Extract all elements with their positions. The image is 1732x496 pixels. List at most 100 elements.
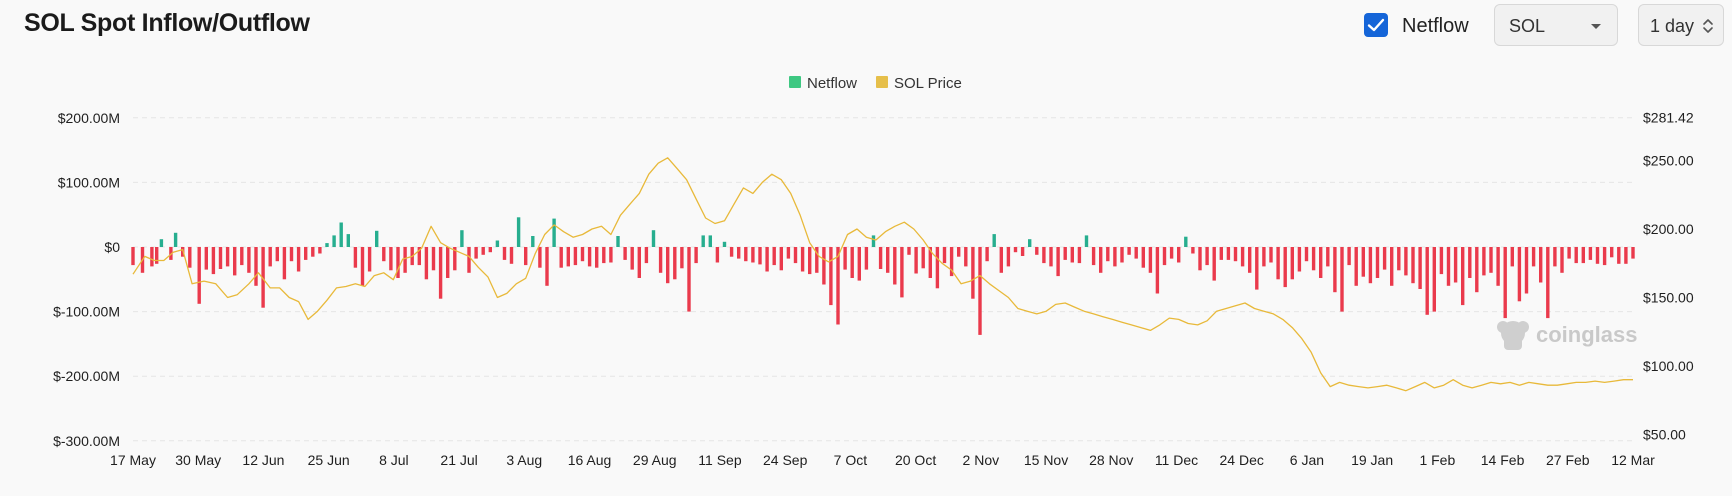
netflow-bar: [509, 247, 514, 264]
netflow-bar: [793, 247, 798, 264]
netflow-bar: [275, 247, 279, 262]
netflow-checkbox[interactable]: [1364, 13, 1388, 37]
netflow-bar: [1283, 247, 1287, 288]
checkmark-icon: [1367, 18, 1385, 32]
netflow-bar: [857, 247, 861, 281]
netflow-bar: [1446, 247, 1451, 286]
netflow-bar: [1468, 247, 1472, 278]
chart-legend: Netflow SOL Price: [789, 75, 962, 92]
netflow-bar: [886, 247, 890, 273]
netflow-bar: [715, 247, 720, 263]
netflow-bar: [942, 247, 947, 264]
netflow-bar: [1262, 247, 1266, 267]
netflow-bar: [1496, 247, 1500, 286]
netflow-bar: [516, 217, 521, 247]
netflow-bar: [1205, 247, 1209, 266]
netflow-bar: [382, 247, 386, 262]
x-tick-label: 8 Jul: [379, 452, 409, 468]
page-title: SOL Spot Inflow/Outflow: [24, 9, 310, 37]
y-right-tick-label: $50.00: [1643, 427, 1686, 443]
netflow-bar: [296, 247, 301, 272]
x-tick-label: 17 May: [110, 452, 156, 468]
netflow-bar: [694, 247, 698, 264]
netflow-bar: [1595, 247, 1600, 264]
netflow-bar: [722, 241, 727, 247]
netflow-bar: [1013, 247, 1018, 253]
x-tick-label: 16 Aug: [568, 452, 612, 468]
netflow-bar: [225, 247, 230, 267]
netflow-bar: [1226, 247, 1231, 260]
netflow-bar: [1106, 247, 1110, 262]
chevron-down-icon: [1591, 24, 1601, 29]
netflow-bar: [822, 247, 826, 285]
netflow-bar: [644, 247, 649, 264]
netflow-bar: [1439, 247, 1444, 275]
netflow-bar: [1091, 247, 1096, 266]
netflow-bar: [254, 247, 258, 286]
netflow-bar: [1276, 247, 1280, 280]
netflow-bar: [964, 247, 968, 267]
netflow-bar: [538, 247, 542, 268]
y-right-tick-label: $200.00: [1643, 221, 1694, 237]
netflow-bar: [1539, 247, 1543, 283]
netflow-bar: [446, 247, 450, 278]
netflow-bar: [502, 247, 507, 260]
netflow-bar: [1574, 247, 1578, 264]
netflow-bar: [978, 247, 982, 335]
netflow-bar: [1602, 247, 1607, 266]
netflow-bar: [786, 247, 791, 259]
netflow-bars: [131, 217, 1635, 335]
netflow-bar: [268, 247, 272, 267]
netflow-bar: [1141, 247, 1145, 268]
x-tick-label: 30 May: [175, 452, 221, 468]
x-tick-label: 15 Nov: [1024, 452, 1068, 468]
netflow-bar: [545, 247, 549, 286]
netflow-bar: [1517, 247, 1522, 302]
netflow-bar: [1269, 247, 1273, 263]
netflow-bar: [900, 247, 904, 298]
netflow-bar: [1326, 247, 1330, 267]
netflow-bar: [131, 247, 135, 266]
y-left-tick-label: $200.00M: [58, 110, 120, 126]
netflow-bar: [211, 247, 216, 275]
interval-select[interactable]: 1 day: [1638, 4, 1724, 46]
grid-lines: [133, 117, 1633, 442]
netflow-bar: [197, 247, 201, 304]
netflow-bar: [836, 247, 840, 325]
netflow-bar: [914, 247, 918, 274]
netflow-bar: [289, 247, 294, 262]
netflow-bar: [737, 247, 741, 259]
netflow-bar: [651, 230, 656, 247]
netflow-bar: [360, 247, 365, 286]
y-left-tick-label: $100.00M: [58, 174, 120, 190]
netflow-bar: [495, 240, 500, 247]
netflow-bar: [1113, 247, 1117, 267]
netflow-bar: [1248, 247, 1252, 273]
x-tick-label: 27 Feb: [1546, 452, 1590, 468]
netflow-bar: [971, 247, 975, 299]
netflow-bar: [935, 247, 940, 289]
netflow-bar: [985, 247, 989, 262]
sol-price-line: [132, 157, 1633, 392]
x-axis-ticks: 17 May 30 May 12 Jun 25 Jun 8 Jul 21 Jul 3 Aug…: [110, 452, 1655, 468]
x-tick-label: 24 Dec: [1220, 452, 1264, 468]
netflow-bar: [173, 232, 178, 247]
netflow-bar: [1042, 247, 1046, 264]
netflow-bar: [424, 247, 429, 280]
netflow-bar: [1354, 247, 1358, 286]
netflow-bar: [531, 236, 535, 247]
netflow-bar: [595, 247, 599, 268]
netflow-bar: [1212, 247, 1216, 281]
netflow-bar: [999, 247, 1003, 273]
netflow-bar: [616, 236, 620, 247]
netflow-bar: [800, 247, 805, 272]
netflow-checkbox-label[interactable]: Netflow: [1402, 15, 1469, 37]
left-axis-ticks: $200.00M $100.00M $0 $-100.00M $-200.00M $-30…: [53, 110, 120, 449]
netflow-bar: [155, 247, 159, 264]
netflow-bar: [481, 247, 485, 255]
coin-select[interactable]: SOL: [1494, 4, 1618, 46]
x-tick-label: 3 Aug: [506, 452, 542, 468]
coin-select-value: SOL: [1509, 16, 1546, 36]
netflow-bar: [666, 247, 670, 284]
x-tick-label: 25 Jun: [308, 452, 350, 468]
